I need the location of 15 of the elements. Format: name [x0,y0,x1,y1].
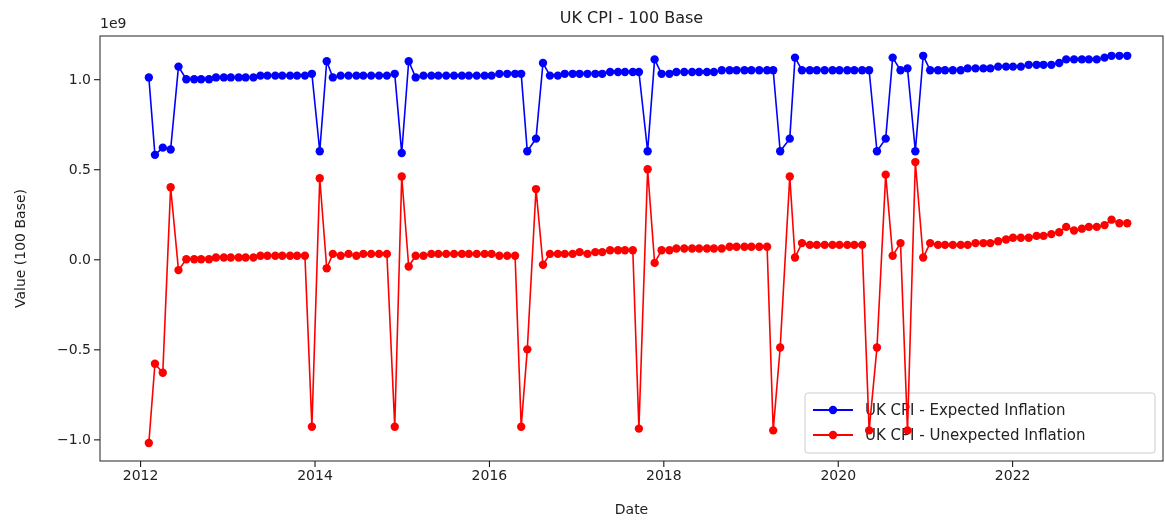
x-axis-title: Date [614,501,649,517]
x-tick-label: 2018 [646,466,682,483]
y-tick-label: −0.5 [57,341,91,358]
y-tick-label: 0.0 [68,251,91,268]
x-tick-label: 2012 [122,466,159,483]
y-tick-label: 0.5 [68,161,91,178]
chart-title: UK CPI - 100 Base [559,8,704,27]
y-axis-title: Value (100 Base) [12,188,28,309]
x-tick-label: 2020 [820,466,857,483]
x-tick-label: 2016 [471,466,508,483]
text: 1e9 [100,15,127,31]
x-tick-label: 2014 [297,466,333,483]
x-tick-label: 2022 [994,466,1031,483]
y-tick-label: −1.0 [57,431,91,448]
y-tick-label: 1.0 [68,71,91,88]
